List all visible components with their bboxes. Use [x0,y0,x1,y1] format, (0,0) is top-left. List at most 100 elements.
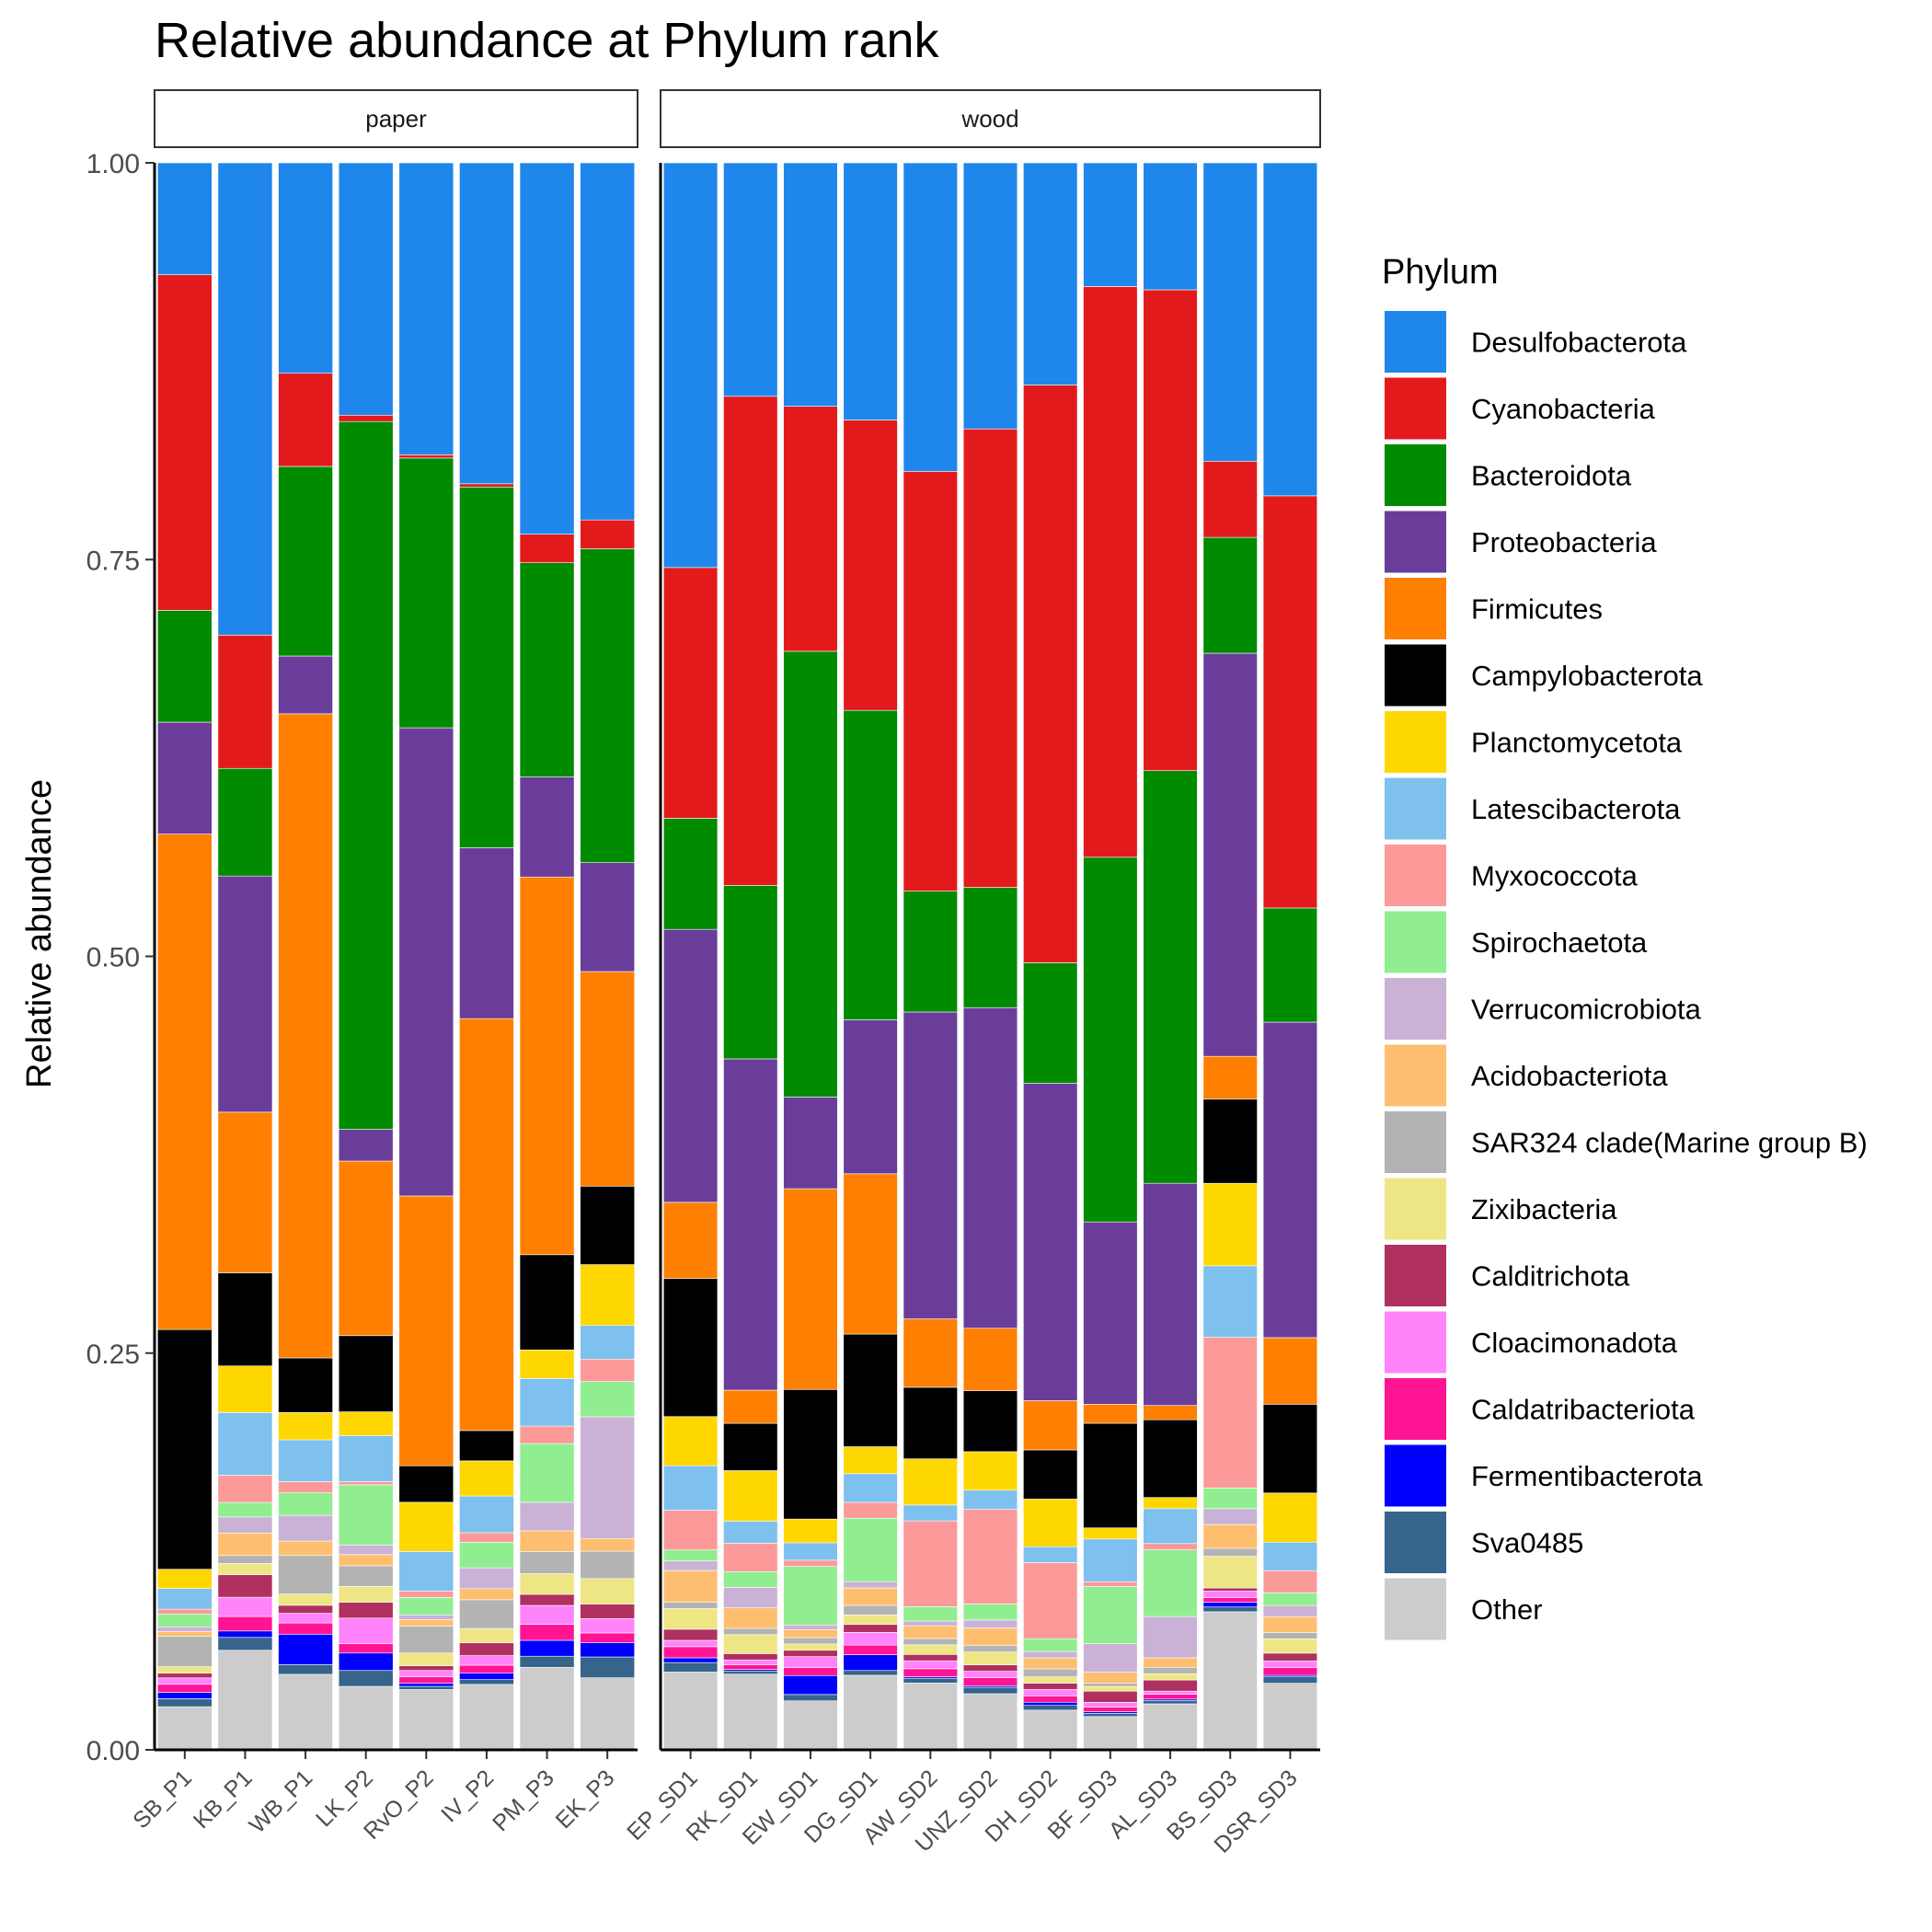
bar-segment-cloacimonadota [962,1671,1018,1678]
bar-segment-spirochaetota [723,1570,778,1588]
legend-key-swatch [1385,644,1446,707]
bar-segment-verrucomicrobiota [962,1619,1018,1628]
bar-segment-sva0485 [156,1698,213,1708]
bar-segment-caldatribacteriota [1083,1707,1138,1712]
bar-segment-zixibacteria [519,1573,575,1595]
bar-segment-campylobacterota [217,1272,273,1367]
bar-segment-cyanobacteria [459,483,514,488]
bar-segment-firmicutes [156,834,213,1330]
bar-segment-spirochaetota [338,1484,394,1546]
bar-segment-other [156,1706,213,1751]
bar-segment-myxococcota [459,1532,514,1543]
bar-segment-bacteroidota [1023,962,1078,1084]
bar-segment-verrucomicrobiota [843,1581,898,1589]
bar-segment-latescibacterota [278,1439,333,1482]
bar-segment-planctomycetota [723,1470,778,1522]
bar-segment-cyanobacteria [338,414,394,422]
bar-segment-spirochaetota [1083,1586,1138,1644]
legend-key-swatch [1385,377,1446,440]
bar-segment-bacteroidota [459,486,514,848]
bar-segment-cloacimonadota [1262,1661,1318,1668]
bar-segment-myxococcota [662,1510,719,1550]
bar-segment-fermentibacterota [843,1654,898,1672]
bar-segment-calditrichota [1023,1683,1078,1690]
bar-segment-firmicutes [1202,1055,1258,1100]
legend-item-other: Other [1385,1578,1543,1640]
bar-segment-sar324-clade-marine-group-b [1202,1547,1258,1557]
bar-segment-desulfobacterota [398,162,454,455]
bar-segment-desulfobacterota [903,162,958,472]
bar-segment-caldatribacteriota [962,1677,1018,1686]
bar-segment-fermentibacterota [398,1683,454,1687]
bar-segment-campylobacterota [1262,1404,1318,1494]
bar-segment-calditrichota [580,1604,636,1619]
legend-label: Fermentibacterota [1471,1460,1703,1492]
bar-segment-calditrichota [398,1665,454,1672]
bar-segment-latescibacterota [723,1521,778,1544]
bar-segment-firmicutes [1143,1405,1198,1420]
legend-item-zixibacteria: Zixibacteria [1385,1178,1617,1240]
bar-segment-sar324-clade-marine-group-b [783,1637,838,1645]
legend-label: Planctomycetota [1471,727,1683,759]
bar-segment-other [278,1673,333,1751]
bar-segment-cloacimonadota [580,1617,636,1634]
bar-segment-planctomycetota [1023,1499,1078,1547]
bar-segment-calditrichota [783,1650,838,1657]
panel-wood: woodEP_SD1RK_SD1EW_SD1DG_SD1AW_SD2UNZ_SD… [622,89,1321,1858]
bar-segment-fermentibacterota [217,1630,273,1639]
bar-segment-spirochaetota [459,1542,514,1569]
bar-segment-acidobacteriota [1262,1616,1318,1633]
bar-segment-verrucomicrobiota [338,1545,394,1556]
bar-segment-verrucomicrobiota [723,1587,778,1608]
bar-segment-cloacimonadota [723,1659,778,1665]
legend-item-caldatribacteriota: Caldatribacteriota [1385,1378,1696,1440]
bar-segment-campylobacterota [662,1278,719,1418]
bar-segment-caldatribacteriota [1143,1694,1198,1700]
bar-segment-acidobacteriota [723,1607,778,1629]
bar-segment-sar324-clade-marine-group-b [723,1627,778,1636]
bar-ew-sd1 [783,162,838,1751]
bar-segment-verrucomicrobiota [217,1516,273,1534]
bar-segment-myxococcota [156,1608,213,1615]
bar-segment-spirochaetota [1023,1638,1078,1652]
legend-key-swatch [1385,1178,1446,1240]
bar-segment-acidobacteriota [783,1629,838,1639]
bar-segment-calditrichota [662,1628,719,1641]
bar-segment-sar324-clade-marine-group-b [580,1550,636,1580]
bar-segment-fermentibacterota [1023,1701,1078,1707]
bar-segment-bacteroidota [903,891,958,1013]
bar-segment-desulfobacterota [1202,162,1258,462]
bar-segment-bacteroidota [662,818,719,930]
bar-segment-latescibacterota [783,1542,838,1561]
bar-segment-firmicutes [217,1111,273,1273]
bar-segment-proteobacteria [783,1097,838,1190]
bar-segment-cloacimonadota [278,1613,333,1624]
bar-segment-caldatribacteriota [843,1644,898,1655]
bar-segment-bacteroidota [338,420,394,1130]
bar-segment-sva0485 [783,1694,838,1702]
legend-key-swatch [1385,1044,1446,1107]
bar-segment-acidobacteriota [903,1625,958,1639]
bar-segment-proteobacteria [1202,652,1258,1057]
bar-segment-zixibacteria [903,1644,958,1655]
bar-segment-firmicutes [1083,1404,1138,1424]
bar-segment-zixibacteria [338,1586,394,1603]
legend-key-swatch [1385,845,1446,906]
bar-segment-zixibacteria [1083,1685,1138,1692]
bar-segment-calditrichota [278,1604,333,1614]
bar-segment-caldatribacteriota [580,1632,636,1643]
legend-item-calditrichota: Calditrichota [1385,1245,1630,1306]
bar-ep-sd1 [662,162,719,1751]
bar-segment-cloacimonadota [156,1677,213,1685]
bar-segment-myxococcota [519,1425,575,1444]
bar-segment-latescibacterota [1202,1265,1258,1338]
legend-key-swatch [1385,1311,1446,1374]
bar-segment-caldatribacteriota [156,1684,213,1693]
bar-segment-desulfobacterota [1083,162,1138,287]
bar-segment-firmicutes [723,1389,778,1424]
bar-bs-sd3 [1202,162,1258,1751]
bar-segment-cyanobacteria [1262,495,1318,909]
bar-dh-sd2 [1023,162,1078,1751]
legend-label: Calditrichota [1471,1260,1630,1293]
bar-rk-sd1 [723,162,778,1751]
